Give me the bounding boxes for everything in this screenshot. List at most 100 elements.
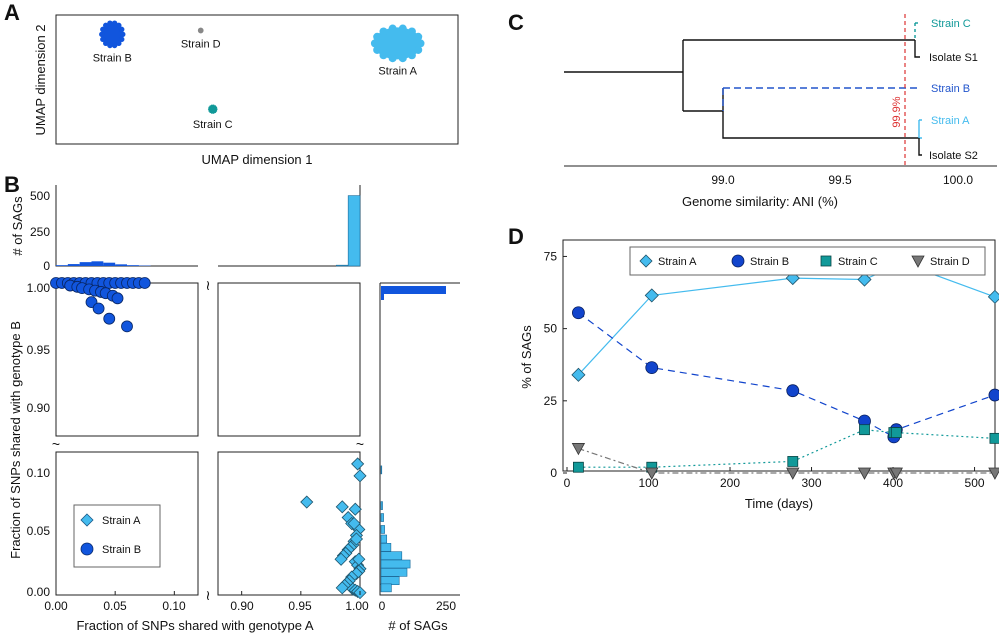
ts-point-strain-c [573,461,584,473]
ts-legend-marker-strain-b [731,254,745,268]
scatter-y-tick-0-95: 0.95 [27,343,51,357]
ts-point-strain-c [859,424,870,436]
scatter-point-strain-b [103,312,116,325]
right-hist-tick-250: 250 [436,599,456,613]
top-hist-bar-strain-a [336,264,349,267]
scatter-point-strain-b [111,292,124,305]
y-axis-break-left: ~ [52,436,60,452]
scatter-x-tick-0-05: 0.05 [103,599,127,613]
right-hist-tick-0: 0 [379,599,386,613]
ani-tick-100-0: 100.0 [943,173,973,187]
scatter-y-axis-label: Fraction of SNPs shared with genotype B [8,321,23,559]
right-hist-bar-strain-a [380,465,383,475]
right-hist-bar-strain-a [380,583,392,593]
timeseries-series [571,253,999,480]
ts-point-strain-c [989,432,999,444]
panel-a-label: A [4,0,20,25]
umap-cluster-point [373,45,382,54]
top-hist-bar-strain-b [103,262,116,266]
ani-tick-99-0: 99.0 [711,173,735,187]
ani-tick-99-5: 99.5 [828,173,852,187]
ts-legend-marker-strain-d [911,255,925,268]
right-hist-bar-strain-a [380,559,411,569]
scatter-point-strain-a [334,552,348,566]
umap-plot-frame [55,14,459,145]
scatter-point-strain-b [138,277,151,289]
right-hist-bar-strain-a [380,543,392,552]
umap-y-axis-label: UMAP dimension 2 [33,24,48,135]
umap-cluster-label: Strain C [193,119,233,131]
umap-cluster-point [100,36,106,43]
panel-d: D 0 100 200 300 400 500 0 25 50 75 Time (days) % of… [508,224,999,511]
umap-cluster-strain-b [101,22,124,47]
y-axis-break-right: ~ [356,436,364,452]
right-hist-bar-strain-a [380,568,408,577]
umap-cluster-point [212,111,215,114]
umap-cluster-point [214,111,217,114]
top-hist-tick-250: 250 [30,225,50,239]
right-hist-bar-strain-a [380,525,385,534]
ts-point-strain-a [987,289,999,304]
umap-cluster-label: Strain A [378,65,417,77]
ani-x-axis-label: Genome similarity: ANI (%) [682,194,838,209]
umap-cluster-point [208,109,211,112]
panel-a: A Strain B Strain D Strain A Strain C UMAP … [4,0,459,167]
umap-cluster-layer: Strain B Strain D Strain A Strain C [93,20,425,131]
ts-x-tick-label: 100 [638,476,658,490]
panel-c-label: C [508,10,524,35]
top-hist-bar-strain-b [91,261,104,266]
ts-legend-label: Strain B [750,256,789,268]
tip-strain-b: Strain B [931,83,970,95]
ts-x-tick-label: 500 [965,476,985,490]
phylogenetic-tree [564,22,922,156]
scatter-point-strain-a [348,502,362,516]
ts-x-tick-label: 300 [802,476,822,490]
scatter-x-tick-0-95: 0.95 [288,599,312,613]
ts-x-tick-label: 400 [883,476,903,490]
umap-cluster-point [111,20,118,26]
panel-d-label: D [508,224,524,249]
umap-cluster-point [388,54,397,63]
ts-line-strain-b [578,312,996,438]
tip-isolate-s2: Isolate S2 [929,150,978,162]
ts-point-strain-d [889,467,903,480]
umap-cluster-point [107,20,113,26]
umap-cluster-point [398,24,407,33]
scatter-y-tick-0-05: 0.05 [27,524,51,538]
right-hist-bar-strain-a [380,534,388,544]
ts-point-strain-b [786,384,800,398]
timeseries-frame [562,239,996,472]
panel-b-label: B [4,172,20,197]
right-hist-bar-strain-a [380,576,400,586]
threshold-label: 99.9% [891,96,903,127]
scatter-x-tick-1-00: 1.00 [345,599,369,613]
x-axis-break-top: ≀ [205,277,210,293]
scatter-frame-bottom-left [55,451,199,596]
ts-y-tick-label: 50 [544,322,558,336]
ts-point-strain-d [988,467,999,480]
ts-point-strain-b [988,388,999,402]
snp-scatter-layer [50,277,367,600]
scatter-point-strain-b [121,320,133,333]
scatter-x-tick-0-10: 0.10 [162,599,186,613]
tip-isolate-s1: Isolate S1 [929,52,978,64]
scatter-y-tick-0-00: 0.00 [27,585,51,599]
umap-cluster-point [407,51,416,60]
right-hist-bar-strain-a [380,551,403,560]
tip-strain-c: Strain C [931,18,971,30]
umap-cluster-point [212,104,215,107]
top-hist-bar-strain-b [56,265,68,266]
scatter-point-strain-a [347,516,361,531]
umap-cluster-point [103,40,109,47]
ts-x-tick-label: 0 [564,476,571,490]
scatter-point-strain-a [351,457,365,471]
ts-line-strain-d [578,447,995,474]
umap-cluster-point [209,105,212,108]
tip-strain-a: Strain A [931,115,970,127]
umap-cluster-point [407,27,416,36]
scatter-x-tick-0-00: 0.00 [44,599,68,613]
top-hist-bar-strain-b [79,262,92,266]
panel-c: C 99.9% Strain C Isolate S1 Strain B Str… [508,10,997,209]
ts-point-strain-a [644,288,659,303]
right-hist-frame [379,283,460,596]
